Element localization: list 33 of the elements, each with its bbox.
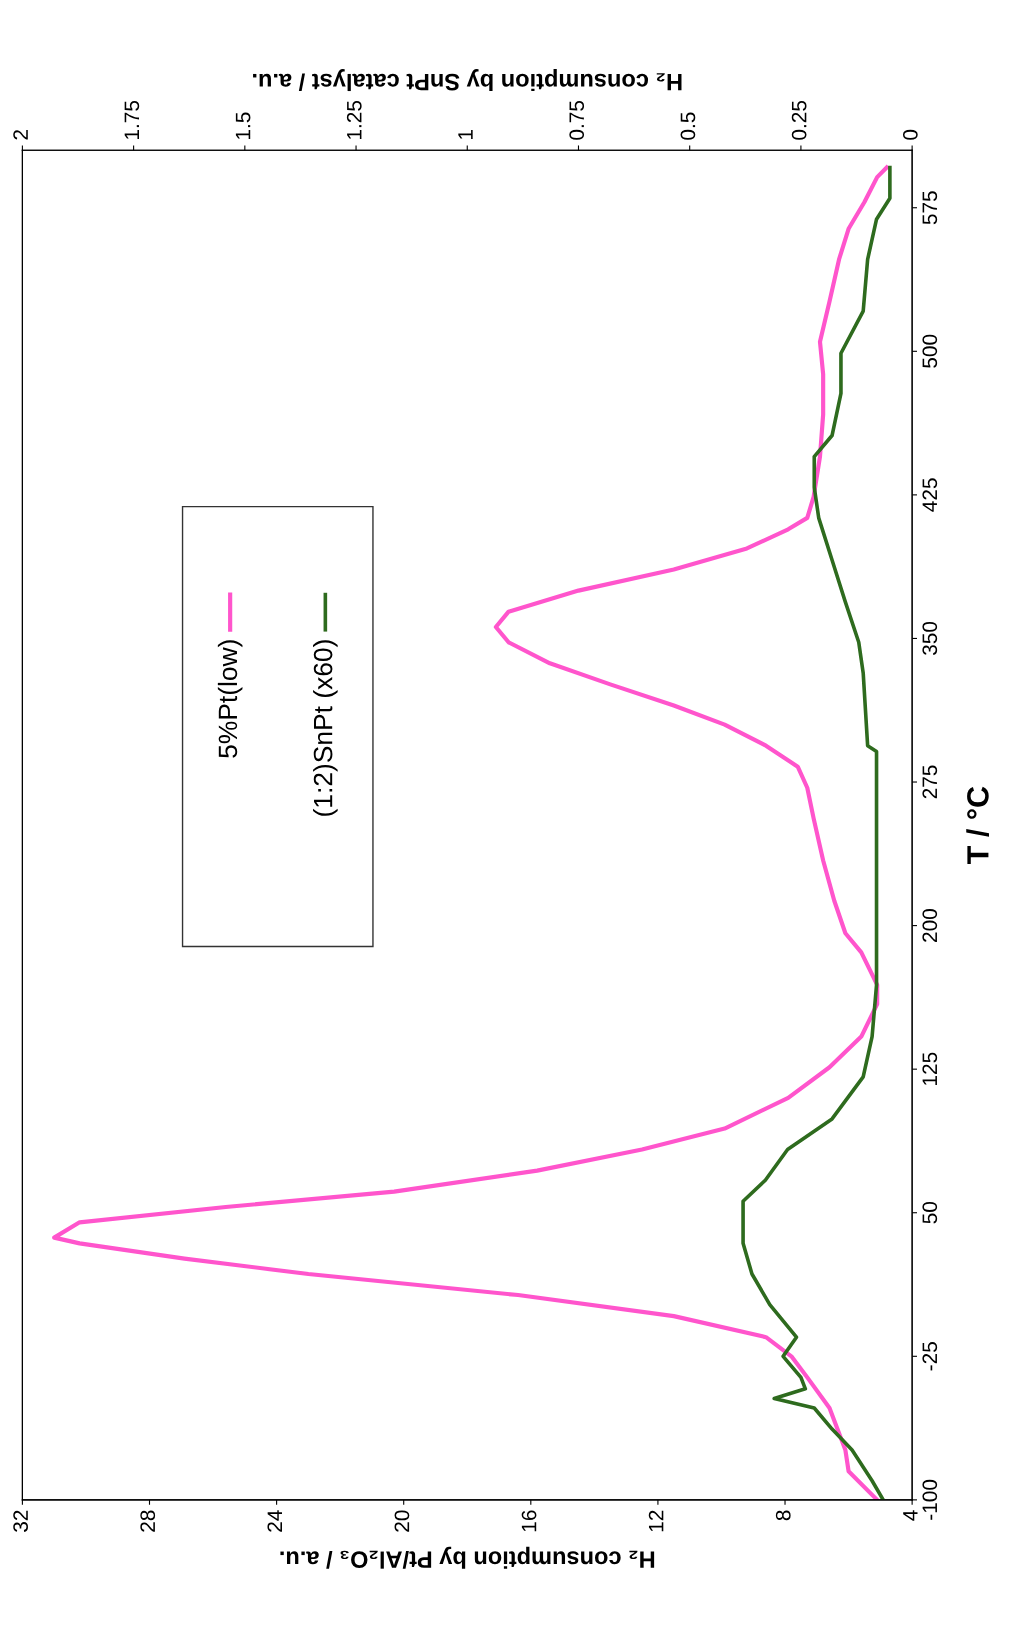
y-tick-label: 425 bbox=[922, 478, 938, 512]
x-tick-label: 8 bbox=[775, 1510, 791, 1521]
y-tick-label: 125 bbox=[922, 1052, 938, 1085]
y-tick-label: -100 bbox=[922, 1479, 938, 1520]
y-tick-label: -25 bbox=[922, 1342, 938, 1371]
y-tick-label: 350 bbox=[922, 621, 938, 656]
x2-tick-label: 0.25 bbox=[791, 100, 807, 140]
x-tick-label: 20 bbox=[394, 1510, 410, 1532]
x2-tick-label: 0 bbox=[902, 129, 918, 140]
x2-axis-title: H₂ consumption by SnPt catalyst / a.u. bbox=[253, 69, 682, 92]
x2-tick-label: 2 bbox=[13, 130, 28, 140]
x2-tick-label: 1 bbox=[458, 130, 473, 139]
y-tick-label: 500 bbox=[922, 334, 938, 368]
legend-label: (1:2)SnPt (x60) bbox=[313, 640, 338, 816]
x-tick-label: 24 bbox=[267, 1510, 282, 1532]
x-tick-label: 32 bbox=[13, 1510, 28, 1532]
x2-tick-label: 1.5 bbox=[235, 112, 251, 139]
x-tick-label: 16 bbox=[521, 1510, 537, 1532]
x2-tick-label: 0.5 bbox=[680, 112, 696, 140]
x2-tick-label: 1.75 bbox=[124, 100, 140, 139]
y-tick-label: 575 bbox=[922, 191, 938, 225]
x-axis-title: H₂ consumption by Pt/Al₂O₃ / a.u. bbox=[280, 1546, 655, 1569]
y-axis-title: T / °C bbox=[966, 786, 990, 864]
x2-tick-label: 1.25 bbox=[346, 100, 362, 139]
legend-label: 5%Pt(low) bbox=[217, 640, 243, 758]
x-tick-label: 12 bbox=[648, 1510, 664, 1532]
x2-tick-label: 0.75 bbox=[569, 100, 585, 140]
line-series bbox=[52, 165, 889, 1500]
y-tick-label: 50 bbox=[922, 1201, 938, 1224]
y-tick-label: 275 bbox=[922, 765, 938, 799]
y-tick-label: 200 bbox=[922, 909, 938, 942]
x-tick-label: 4 bbox=[903, 1510, 918, 1521]
x-tick-label: 28 bbox=[140, 1510, 156, 1532]
